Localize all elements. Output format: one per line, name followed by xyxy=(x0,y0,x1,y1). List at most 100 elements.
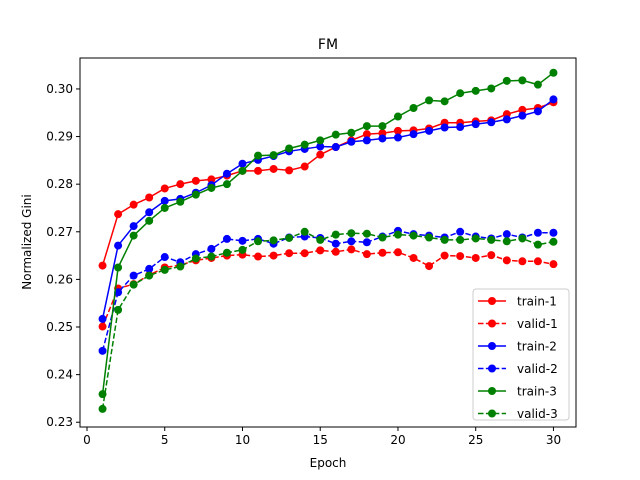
data-point-valid-2 xyxy=(362,238,371,247)
x-axis-label: Epoch xyxy=(310,456,347,470)
data-point-train-3 xyxy=(549,68,558,77)
data-point-train-1 xyxy=(114,210,123,219)
data-point-train-3 xyxy=(409,103,418,112)
data-point-valid-2 xyxy=(347,237,356,246)
data-point-valid-3 xyxy=(129,280,138,289)
data-point-valid-2 xyxy=(549,228,558,237)
data-point-train-2 xyxy=(456,123,465,132)
x-tick-label: 20 xyxy=(390,433,405,447)
legend-item-valid-1: valid-1 xyxy=(478,317,558,331)
data-point-train-2 xyxy=(518,111,527,120)
y-tick-label: 0.28 xyxy=(46,177,73,191)
data-point-valid-2 xyxy=(222,234,231,243)
data-point-train-3 xyxy=(471,86,480,95)
data-point-train-3 xyxy=(222,180,231,189)
legend-marker-train-3 xyxy=(488,387,496,395)
series-valid-3 xyxy=(98,227,558,413)
data-point-valid-3 xyxy=(269,236,278,245)
data-point-train-2 xyxy=(114,241,123,250)
data-point-train-1 xyxy=(518,105,527,114)
data-point-train-1 xyxy=(285,166,294,175)
tick-layer: 0 5 10 15 20 25 30 0.23 0.24 0.25 0.26 0.27 0.28 0.29… xyxy=(46,82,561,447)
data-point-valid-1 xyxy=(331,247,340,256)
x-tick-label: 10 xyxy=(235,433,250,447)
data-point-valid-3 xyxy=(487,235,496,244)
y-axis-label: Normalized Gini xyxy=(20,194,34,289)
data-point-valid-3 xyxy=(518,234,527,243)
data-point-valid-1 xyxy=(98,322,107,331)
data-point-train-3 xyxy=(393,112,402,121)
data-point-valid-3 xyxy=(502,237,511,246)
data-point-train-3 xyxy=(347,128,356,137)
data-point-train-3 xyxy=(176,197,185,206)
legend-item-train-1: train-1 xyxy=(478,295,557,309)
data-point-train-1 xyxy=(207,175,216,184)
data-point-train-2 xyxy=(347,137,356,146)
data-point-train-2 xyxy=(409,130,418,139)
legend-label-valid-3: valid-3 xyxy=(517,407,558,421)
data-point-train-2 xyxy=(222,169,231,178)
data-point-train-3 xyxy=(440,97,449,106)
data-point-valid-2 xyxy=(160,253,169,262)
data-point-train-2 xyxy=(145,208,154,217)
data-point-train-3 xyxy=(238,166,247,175)
data-point-valid-2 xyxy=(238,236,247,245)
data-point-valid-2 xyxy=(533,228,542,237)
y-tick-label: 0.29 xyxy=(46,130,73,144)
data-point-train-2 xyxy=(440,123,449,132)
data-point-train-1 xyxy=(160,184,169,193)
data-point-valid-3 xyxy=(176,262,185,271)
data-point-valid-3 xyxy=(285,233,294,242)
legend-label-valid-1: valid-1 xyxy=(517,317,558,331)
y-tick-label: 0.30 xyxy=(46,82,73,96)
data-point-train-3 xyxy=(129,231,138,240)
data-point-valid-3 xyxy=(378,233,387,242)
data-point-valid-3 xyxy=(254,237,263,246)
y-tick-label: 0.27 xyxy=(46,225,73,239)
data-point-train-3 xyxy=(487,84,496,93)
data-point-train-2 xyxy=(362,136,371,145)
data-point-valid-1 xyxy=(487,251,496,260)
data-point-train-2 xyxy=(425,126,434,135)
data-point-train-3 xyxy=(254,151,263,160)
data-point-train-3 xyxy=(331,130,340,139)
plot-frame xyxy=(79,57,577,428)
data-point-valid-3 xyxy=(160,265,169,274)
data-point-valid-1 xyxy=(518,257,527,266)
data-point-valid-1 xyxy=(425,262,434,271)
data-point-valid-3 xyxy=(98,404,107,413)
data-point-train-3 xyxy=(518,76,527,85)
data-point-train-1 xyxy=(300,162,309,171)
data-point-valid-3 xyxy=(316,235,325,244)
data-point-valid-3 xyxy=(533,240,542,249)
series-train-3 xyxy=(98,68,558,399)
data-point-valid-2 xyxy=(456,227,465,236)
data-point-train-3 xyxy=(502,76,511,85)
data-point-train-2 xyxy=(502,115,511,124)
data-point-valid-3 xyxy=(425,233,434,242)
y-tick-label: 0.25 xyxy=(46,320,73,334)
legend-marker-valid-2 xyxy=(488,364,496,373)
y-tick-label: 0.23 xyxy=(46,415,73,429)
data-point-valid-3 xyxy=(471,234,480,243)
data-point-train-1 xyxy=(145,193,154,202)
data-point-valid-3 xyxy=(222,248,231,257)
x-tick-label: 30 xyxy=(546,433,561,447)
data-point-valid-3 xyxy=(238,245,247,254)
data-point-train-3 xyxy=(425,96,434,105)
data-point-valid-3 xyxy=(347,229,356,238)
data-point-valid-3 xyxy=(440,235,449,244)
data-point-train-1 xyxy=(393,126,402,135)
data-point-valid-1 xyxy=(362,250,371,259)
legend: train-1 valid-1 train-2 valid-2 train-3 valid… xyxy=(472,288,570,421)
data-point-valid-1 xyxy=(549,260,558,269)
data-point-train-1 xyxy=(176,180,185,189)
y-tick-label: 0.24 xyxy=(46,368,73,382)
data-point-train-3 xyxy=(114,263,123,272)
data-point-valid-2 xyxy=(207,244,216,253)
data-point-valid-3 xyxy=(191,254,200,263)
data-point-valid-3 xyxy=(207,252,216,261)
x-tick-label: 15 xyxy=(313,433,328,447)
x-tick-label: 5 xyxy=(161,433,169,447)
